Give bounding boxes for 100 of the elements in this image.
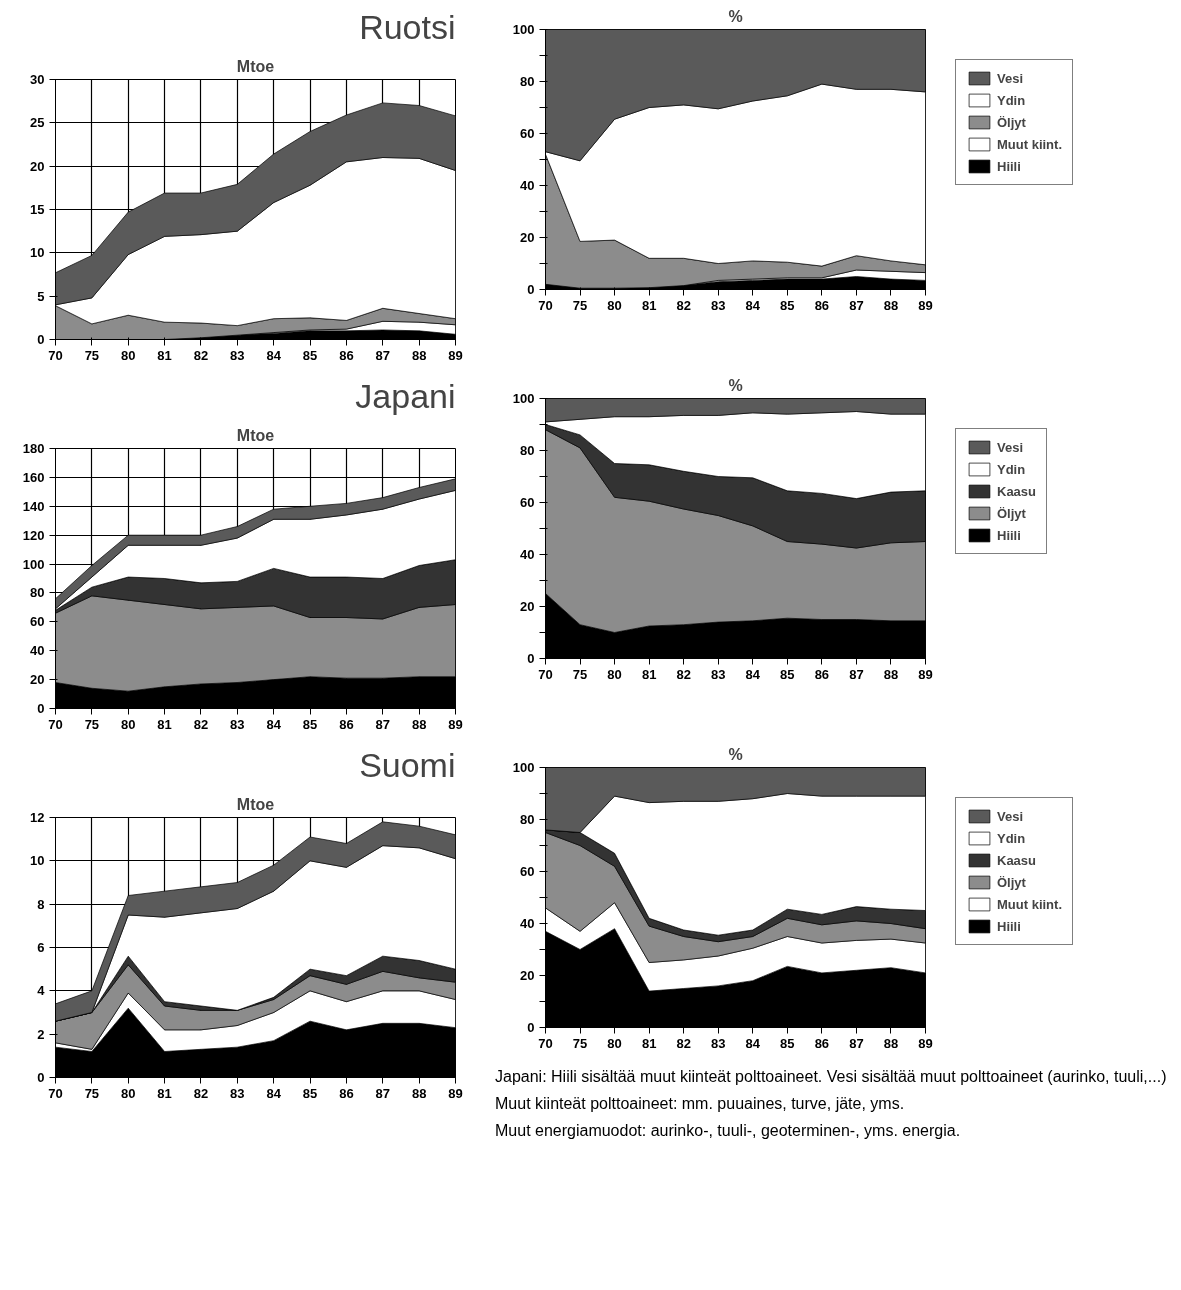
x-tick-label: 85: [780, 297, 795, 313]
x-tick-label: 70: [48, 1085, 63, 1101]
y-axis-title: Mtoe: [236, 426, 275, 444]
legend-label: Ydin: [997, 92, 1026, 108]
y-tick-label: 40: [520, 178, 535, 193]
legend-label: Öljyt: [997, 874, 1026, 890]
y-tick-label: 0: [527, 1020, 535, 1035]
y-tick-label: 100: [512, 760, 535, 775]
y-axis-title: Mtoe: [236, 57, 275, 75]
x-tick-label: 70: [538, 297, 553, 313]
y-tick-label: 80: [520, 812, 535, 827]
x-tick-label: 82: [676, 1035, 691, 1051]
y-tick-label: 20: [520, 968, 535, 983]
y-tick-label: 4: [37, 983, 46, 999]
x-tick-label: 83: [230, 1085, 245, 1101]
x-tick-label: 75: [572, 297, 588, 313]
legend-label: Muut kiint.: [997, 896, 1062, 912]
x-tick-label: 83: [230, 347, 245, 363]
x-tick-label: 84: [745, 666, 761, 682]
x-tick-label: 82: [193, 716, 209, 732]
x-tick-label: 80: [121, 347, 136, 363]
x-tick-label: 89: [918, 666, 933, 682]
x-tick-label: 86: [814, 1035, 830, 1051]
x-tick-label: 83: [230, 716, 245, 732]
x-tick-label: 80: [607, 1035, 622, 1051]
x-tick-label: 83: [711, 1035, 726, 1051]
x-tick-label: 86: [814, 297, 830, 313]
y-axis-title: Mtoe: [236, 795, 275, 813]
y-tick-label: 5: [37, 288, 45, 304]
y-tick-label: 180: [22, 441, 45, 456]
x-tick-label: 86: [339, 347, 354, 363]
y-tick-label: 6: [37, 940, 45, 955]
y-tick-label: 2: [37, 1026, 45, 1042]
y-tick-label: 40: [520, 916, 535, 931]
x-tick-label: 89: [448, 1085, 463, 1101]
x-tick-label: 80: [121, 1085, 136, 1101]
x-tick-label: 81: [157, 1085, 172, 1101]
y-tick-label: 100: [22, 556, 45, 572]
x-tick-label: 85: [780, 1035, 795, 1051]
x-tick-label: 84: [266, 347, 282, 363]
x-tick-label: 87: [375, 716, 391, 732]
x-tick-label: 81: [641, 1035, 657, 1051]
y-tick-label: 10: [30, 245, 45, 261]
y-tick-label: 12: [30, 810, 45, 825]
chart-title: Suomi: [359, 745, 456, 784]
y-tick-label: 60: [30, 614, 45, 630]
x-tick-label: 75: [572, 666, 588, 682]
y-axis-title: %: [728, 745, 743, 763]
text: Japani: Hiili sisältää muut kiinteät polttoaineet. Vesi sisältää muut polttoaineet (aurinko, tuuli,...): [495, 1067, 1167, 1087]
x-tick-label: 82: [676, 666, 691, 682]
legend-label: Hiili: [997, 918, 1021, 934]
x-tick-label: 88: [411, 1085, 427, 1101]
y-tick-label: 60: [520, 126, 535, 141]
y-tick-label: 20: [30, 672, 45, 688]
x-tick-label: 75: [84, 716, 100, 732]
legend-label: Öljyt: [997, 505, 1026, 521]
chart-title: Japani: [355, 376, 456, 415]
x-tick-label: 80: [607, 666, 622, 682]
x-tick-label: 70: [538, 1035, 553, 1051]
x-tick-label: 88: [411, 716, 427, 732]
x-tick-label: 70: [48, 716, 63, 732]
legend-label: Muut kiint.: [997, 136, 1062, 152]
x-tick-label: 70: [538, 666, 553, 682]
x-tick-label: 81: [157, 716, 172, 732]
x-tick-label: 86: [339, 716, 354, 732]
y-tick-label: 80: [520, 443, 535, 458]
x-tick-label: 84: [266, 716, 282, 732]
x-tick-label: 75: [84, 347, 100, 363]
x-tick-label: 89: [448, 716, 463, 732]
y-tick-label: 80: [30, 585, 45, 601]
x-tick-label: 87: [375, 347, 391, 363]
y-tick-label: 0: [37, 1070, 45, 1085]
y-tick-label: 60: [520, 495, 535, 510]
y-tick-label: 20: [520, 230, 535, 245]
legend-label: Kaasu: [997, 483, 1037, 499]
x-tick-label: 84: [745, 1035, 761, 1051]
y-axis-title: %: [728, 376, 743, 394]
x-tick-label: 82: [676, 297, 691, 313]
y-tick-label: 25: [30, 115, 45, 131]
y-tick-label: 8: [37, 896, 45, 912]
x-tick-label: 88: [411, 347, 427, 363]
x-tick-label: 83: [711, 297, 726, 313]
y-tick-label: 15: [30, 202, 45, 217]
x-tick-label: 70: [48, 347, 63, 363]
x-tick-label: 84: [745, 297, 761, 313]
x-tick-label: 85: [302, 347, 318, 363]
x-tick-label: 89: [448, 347, 463, 363]
x-tick-label: 89: [918, 1035, 933, 1051]
x-tick-label: 83: [711, 666, 726, 682]
y-tick-label: 60: [520, 864, 535, 879]
legend-label: Kaasu: [997, 852, 1037, 868]
x-tick-label: 86: [814, 666, 830, 682]
text: Muut energiamuodot: aurinko-, tuuli-, geoterminen-, yms. energia.: [495, 1120, 962, 1141]
legend-label: Vesi: [997, 808, 1024, 824]
x-tick-label: 85: [302, 716, 318, 732]
y-tick-label: 0: [37, 332, 45, 347]
x-tick-label: 82: [193, 347, 209, 363]
chart-title: Ruotsi: [359, 7, 456, 46]
y-axis-title: %: [728, 7, 743, 25]
y-tick-label: 20: [30, 158, 45, 174]
